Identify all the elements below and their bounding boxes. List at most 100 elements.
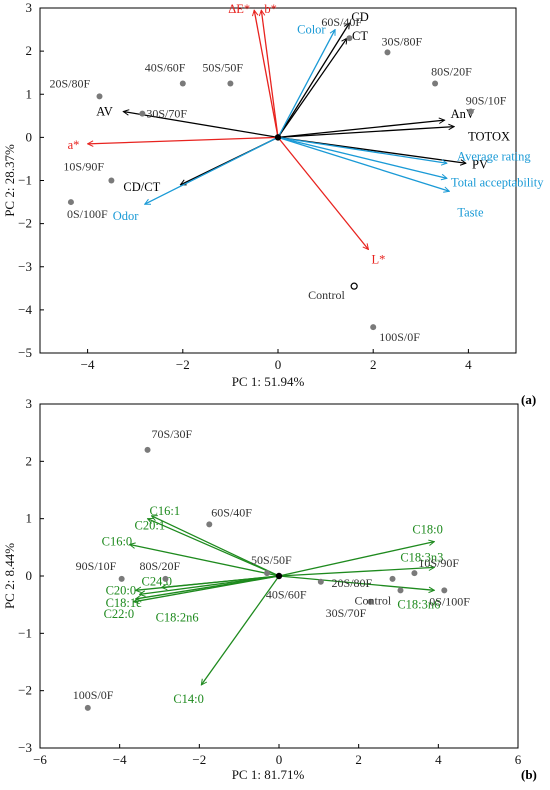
vector-label: C20:1 xyxy=(135,519,166,533)
score-point xyxy=(264,570,271,577)
point-label: 100S/0F xyxy=(379,330,420,344)
loading-vector xyxy=(277,136,447,178)
score-point xyxy=(118,575,125,582)
y-axis-title: PC 2: 28.37% xyxy=(2,144,17,217)
point-label: 0S/100F xyxy=(67,207,108,221)
vector-label: Taste xyxy=(457,205,484,219)
score-point xyxy=(346,35,353,42)
point-label: 40S/60F xyxy=(266,588,307,602)
score-point xyxy=(389,575,396,582)
x-tick-label: 4 xyxy=(435,752,442,767)
x-tick-label: 4 xyxy=(465,357,472,372)
vector-label: C14:0 xyxy=(173,692,204,706)
loading-vector xyxy=(134,575,280,602)
vector-label: C22:0 xyxy=(104,607,135,621)
x-axis-title: PC 1: 51.94% xyxy=(232,374,305,389)
point-label: 30S/70F xyxy=(326,606,367,620)
vector-label: C20:0 xyxy=(106,583,137,597)
point-label: 90S/10F xyxy=(76,559,117,573)
point-label: Control xyxy=(308,288,345,302)
point-label: 50S/50F xyxy=(202,60,243,74)
panel-label: (a) xyxy=(521,392,536,407)
panel-a: −4 −2 0 2 4 3 2 1 0 −1 −2 −3 −4 −5 PC 1: 51.94% PC 2: 2… xyxy=(2,0,544,407)
loading-vector xyxy=(277,120,445,139)
vector-label: CD/CT xyxy=(123,180,160,194)
vector-label: Total acceptability xyxy=(451,175,544,189)
score-point xyxy=(162,575,169,582)
loading-vector xyxy=(201,575,280,685)
loading-vector xyxy=(277,23,349,138)
score-point xyxy=(108,177,115,184)
origin-point xyxy=(274,134,282,141)
point-label: 60S/40F xyxy=(321,15,362,29)
score-point xyxy=(370,324,377,331)
y-tick-label: 2 xyxy=(26,453,33,468)
vector-label: CT xyxy=(352,29,368,43)
y-tick-label: 3 xyxy=(26,0,33,15)
score-point xyxy=(367,598,374,605)
score-point xyxy=(84,704,91,711)
y-tick-label: 1 xyxy=(26,86,33,101)
y-tick-label: −3 xyxy=(18,740,32,755)
score-point xyxy=(227,80,234,87)
vector-label: Color xyxy=(297,23,326,37)
point-label: 40S/60F xyxy=(145,60,186,74)
loading-vector xyxy=(278,575,434,590)
loading-vector xyxy=(254,10,279,138)
vector-label: C16:0 xyxy=(102,534,133,548)
score-point xyxy=(384,49,391,56)
score-point xyxy=(67,199,74,206)
panel-label: (b) xyxy=(521,767,537,782)
vector-label: C16:1 xyxy=(150,504,181,518)
score-point xyxy=(144,446,151,453)
vector-label: a* xyxy=(68,138,80,152)
vector-label: CD xyxy=(351,10,368,24)
y-tick-label: −1 xyxy=(18,173,32,188)
score-point xyxy=(179,80,186,87)
y-tick-label: −2 xyxy=(18,216,32,231)
loading-vector xyxy=(277,136,368,249)
point-label: 10S/90F xyxy=(418,556,459,570)
score-point xyxy=(96,93,103,100)
x-tick-label: −6 xyxy=(33,752,47,767)
y-tick-label: 1 xyxy=(26,511,33,526)
y-tick-label: 2 xyxy=(26,43,33,58)
loading-vector xyxy=(145,136,279,205)
point-label: 70S/30F xyxy=(152,427,193,441)
score-point xyxy=(411,570,418,577)
vector-label: AV xyxy=(96,105,112,119)
y-tick-label: 3 xyxy=(26,396,33,411)
loading-vector xyxy=(277,127,454,139)
x-tick-label: −2 xyxy=(192,752,206,767)
point-label: 20S/80F xyxy=(332,576,373,590)
x-tick-label: 2 xyxy=(355,752,362,767)
score-point xyxy=(350,282,358,290)
point-label: 80S/20F xyxy=(431,64,472,78)
point-label: 100S/0F xyxy=(73,688,114,702)
x-tick-label: 6 xyxy=(515,752,522,767)
score-point xyxy=(206,521,213,528)
point-label: 10S/90F xyxy=(63,160,104,174)
x-tick-label: −2 xyxy=(176,357,190,372)
score-point xyxy=(397,587,404,594)
y-tick-label: −4 xyxy=(18,302,32,317)
loading-vector xyxy=(277,38,347,138)
point-label: 80S/20F xyxy=(139,559,180,573)
loading-vector xyxy=(277,30,336,138)
point-label: 60S/40F xyxy=(211,505,252,519)
x-tick-label: 0 xyxy=(276,752,283,767)
x-axis-title: PC 1: 81.71% xyxy=(232,767,305,782)
vector-label: C18:3n3 xyxy=(400,550,443,564)
x-tick-label: 2 xyxy=(370,357,377,372)
vector-label: ΔE* xyxy=(228,2,250,16)
point-label: 30S/80F xyxy=(381,34,422,48)
vector-label: C18:2n6 xyxy=(156,610,199,624)
score-point xyxy=(441,587,448,594)
vector-label: Odor xyxy=(113,209,140,223)
score-point xyxy=(317,578,324,585)
loading-vector xyxy=(148,519,280,577)
loading-vector xyxy=(278,567,434,577)
x-tick-label: 0 xyxy=(275,357,282,372)
y-tick-label: −5 xyxy=(18,345,32,360)
y-tick-label: −1 xyxy=(18,625,32,640)
